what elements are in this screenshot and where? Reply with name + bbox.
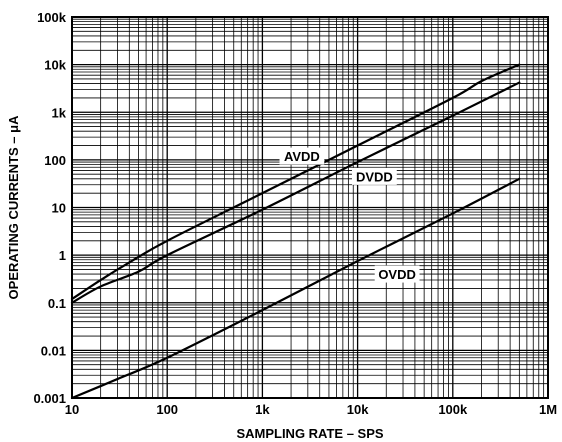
x-tick-label: 10 <box>65 402 79 417</box>
y-tick-label: 0.001 <box>33 391 66 406</box>
series-label-ovdd: OVDD <box>378 267 416 282</box>
series-label-bg <box>374 265 420 283</box>
series-labels: AVDD DVDD OVDD <box>279 147 420 283</box>
y-tick-label: 0.1 <box>48 296 66 311</box>
y-tick-label: 10 <box>52 201 66 216</box>
x-tick-label: 1M <box>539 402 557 417</box>
series-line-avdd <box>70 63 521 301</box>
y-tick-label: 1 <box>59 248 66 263</box>
series-label-bg <box>351 167 397 185</box>
y-axis-title: OPERATING CURRENTS – μA <box>6 115 21 300</box>
plot-frame <box>71 16 549 399</box>
x-tick-labels: 10 100 1k 10k 100k 1M <box>65 402 557 417</box>
y-tick-label: 1k <box>52 105 67 120</box>
series-label-dvdd: DVDD <box>356 169 393 184</box>
y-tick-label: 10k <box>44 58 66 73</box>
grid <box>71 17 548 399</box>
series-line-ovdd <box>70 177 521 400</box>
x-tick-label: 100 <box>156 402 178 417</box>
series-label-avdd: AVDD <box>284 149 320 164</box>
y-tick-label: 100 <box>44 153 66 168</box>
curves <box>70 63 521 400</box>
x-tick-label: 10k <box>347 402 369 417</box>
series-line-dvdd <box>70 81 521 304</box>
x-axis-title: SAMPLING RATE – SPS <box>236 426 383 441</box>
x-tick-label: 100k <box>438 402 468 417</box>
x-tick-label: 1k <box>255 402 270 417</box>
y-tick-label: 100k <box>37 10 67 25</box>
y-tick-label: 0.01 <box>41 343 66 358</box>
y-tick-labels: 0.001 0.01 0.1 1 10 100 1k 10k 100k <box>33 10 66 406</box>
series-label-bg <box>279 147 325 165</box>
